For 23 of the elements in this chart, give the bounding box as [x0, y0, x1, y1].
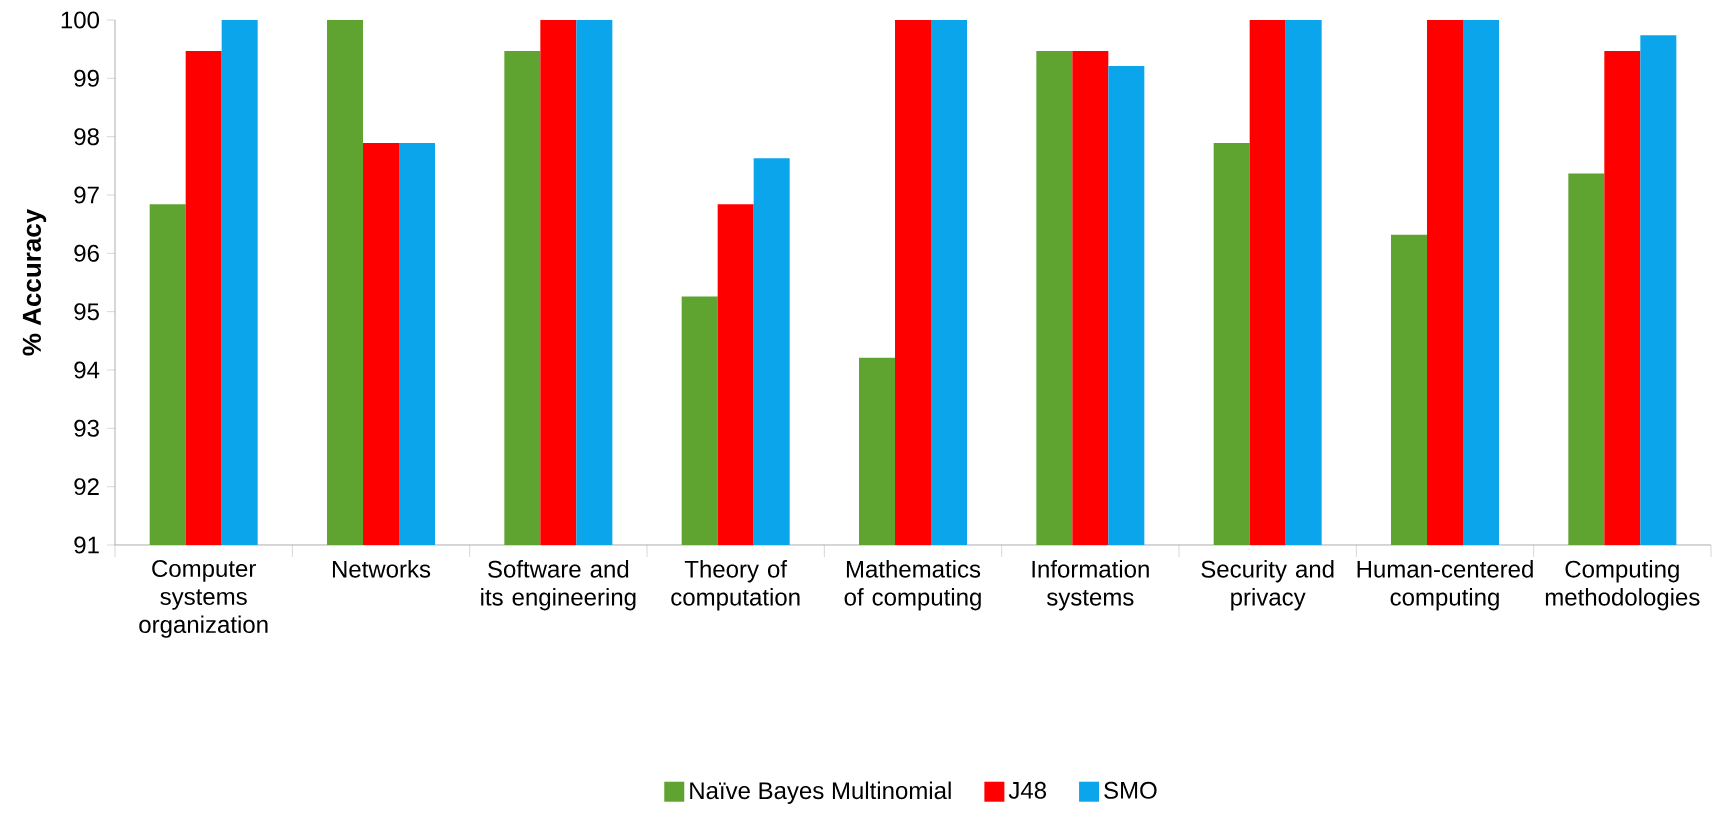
x-tick-label: Information systems	[1032, 560, 1149, 611]
x-tick-label: Software and its engineering	[481, 560, 636, 611]
x-tick-label: Networks	[332, 560, 431, 578]
legend-label: SMO	[1104, 781, 1157, 799]
x-tick-label: Computer systems organization	[139, 560, 268, 638]
y-tick-label: 91	[74, 536, 99, 554]
y-tick-label: 93	[74, 419, 99, 437]
y-axis-title: % Accuracy	[22, 208, 47, 356]
y-tick-label: 99	[74, 69, 99, 87]
x-tick-label: Mathematics of computing	[844, 560, 981, 611]
y-tick-label: 95	[74, 303, 99, 321]
y-tick-label: 97	[74, 186, 99, 204]
x-tick-label: Security and privacy	[1201, 560, 1334, 611]
y-tick-label: 92	[74, 478, 99, 496]
x-tick-label: Computing methodologies	[1545, 560, 1700, 611]
y-tick-label: 98	[74, 128, 99, 146]
y-tick-label: 94	[74, 361, 100, 379]
y-tick-label: 100	[61, 11, 100, 29]
legend-label: Naïve Bayes Multinomial	[690, 781, 951, 804]
legend-label: J48	[1008, 781, 1047, 799]
y-tick-label: 96	[74, 244, 99, 262]
x-tick-label: Theory of computation	[671, 560, 800, 611]
x-tick-label: Human-centered computing	[1357, 560, 1533, 611]
